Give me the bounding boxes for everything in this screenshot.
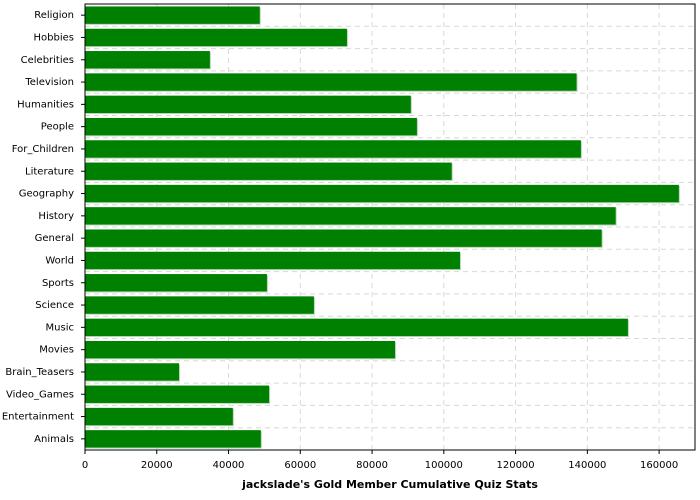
bar — [85, 340, 396, 359]
y-tick-label: Geography — [19, 189, 74, 200]
y-tick-label: Humanities — [17, 99, 74, 110]
bar — [85, 407, 233, 426]
bar — [85, 73, 577, 91]
y-tick-label: Literature — [25, 166, 74, 177]
y-tick-label: Hobbies — [34, 32, 74, 43]
y-tick-label: Sports — [42, 278, 74, 289]
y-tick-label: Video_Games — [6, 389, 74, 400]
x-tick-label: 80000 — [356, 460, 388, 471]
y-tick-label: Brain_Teasers — [5, 367, 74, 378]
bar — [85, 207, 616, 225]
bar — [85, 162, 452, 180]
bar — [85, 430, 261, 448]
bar — [85, 117, 417, 136]
bar — [85, 363, 180, 381]
x-tick-label: 0 — [82, 460, 88, 471]
x-tick-label: 20000 — [141, 460, 173, 471]
chart-title: jackslade's Gold Member Cumulative Quiz … — [241, 478, 538, 491]
y-tick-label: People — [41, 122, 74, 133]
y-tick-label: Science — [35, 300, 74, 311]
bar — [85, 6, 260, 24]
y-tick-label: Music — [46, 322, 74, 333]
bar — [85, 251, 460, 270]
bar — [85, 95, 411, 114]
bar — [85, 51, 210, 69]
plot-frame — [84, 3, 696, 451]
bar — [85, 274, 267, 292]
x-tick-label: 40000 — [213, 460, 245, 471]
y-tick-label: Religion — [34, 10, 74, 21]
y-tick-label: Celebrities — [21, 55, 74, 66]
y-tick-label: General — [35, 233, 74, 244]
bar — [85, 318, 628, 337]
x-tick-label: 100000 — [425, 460, 463, 471]
y-tick-label: For_Children — [12, 144, 74, 155]
x-tick-label: 160000 — [640, 460, 678, 471]
bar — [85, 296, 314, 314]
y-tick-label: Television — [24, 77, 74, 88]
y-tick-label: Entertainment — [2, 412, 74, 423]
y-tick-label: World — [45, 255, 74, 266]
y-tick-label: Animals — [34, 434, 74, 445]
bar — [85, 28, 347, 47]
x-tick-label: 120000 — [496, 460, 534, 471]
y-tick-label: Movies — [39, 345, 74, 356]
bar — [85, 229, 602, 247]
bar — [85, 140, 581, 158]
x-tick-label: 140000 — [568, 460, 606, 471]
bar — [85, 184, 679, 203]
x-tick-label: 60000 — [284, 460, 316, 471]
bar — [85, 385, 270, 403]
y-tick-label: History — [38, 211, 74, 222]
